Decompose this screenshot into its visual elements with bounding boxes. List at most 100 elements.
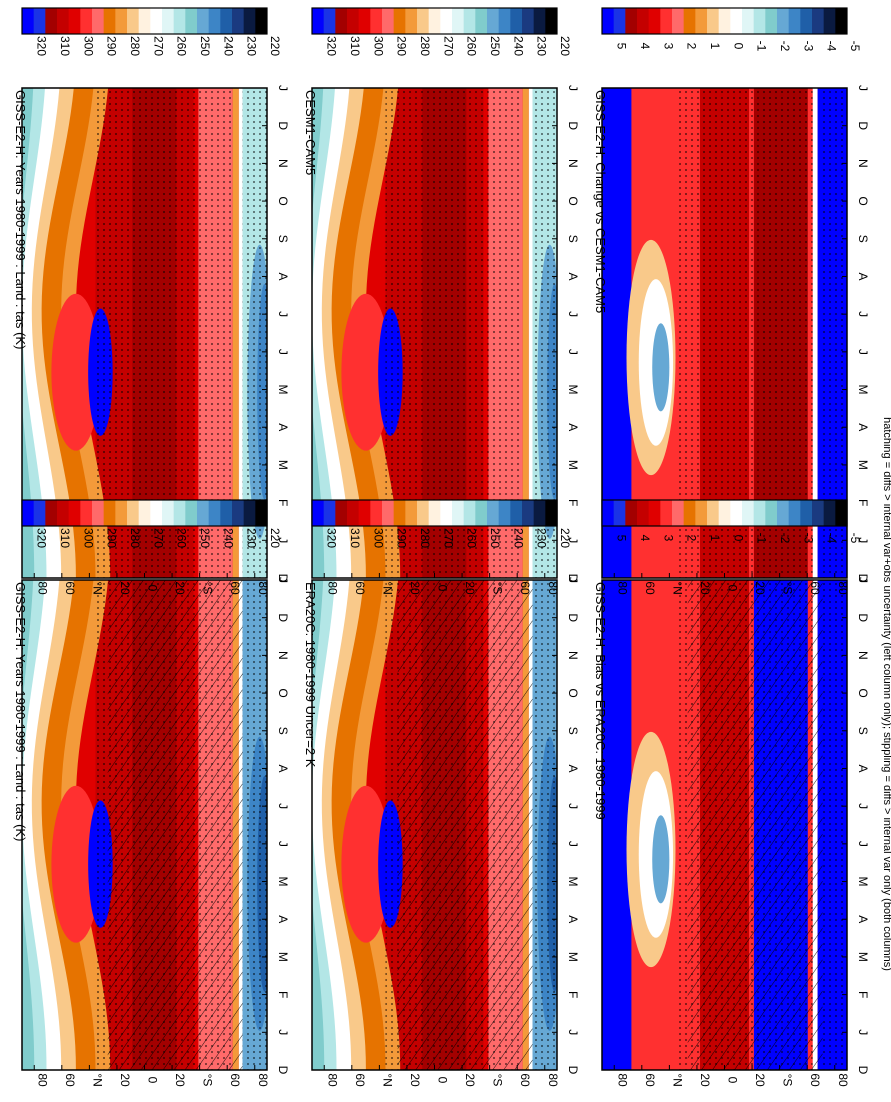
colorbar-label: 300 xyxy=(81,528,95,548)
month-tick-label: S xyxy=(856,235,870,243)
colorbar-label: 240 xyxy=(511,528,525,548)
lat-tick-label: 60 xyxy=(808,1073,822,1087)
month-tick-label: S xyxy=(276,235,290,243)
lat-tick-label: 20 xyxy=(698,1073,712,1087)
colorbar-frame xyxy=(311,7,558,35)
colorbar-swatch xyxy=(347,8,360,34)
lat-tick-label: 60 xyxy=(643,1073,657,1087)
colorbar-swatch xyxy=(707,500,720,526)
lat-tick-label: 60 xyxy=(643,581,657,595)
colorbars-layer: 320 310 300 290 280 270 260 250 240 230 220 320 310 3… xyxy=(21,7,862,548)
stippling-overlay-south xyxy=(822,88,847,578)
colorbar-swatch xyxy=(162,8,175,34)
colorbar-swatch xyxy=(545,500,558,526)
month-tick-label: J xyxy=(566,85,580,91)
colorbar-label: 220 xyxy=(268,36,282,56)
lat-tick-label: 20 xyxy=(173,581,187,595)
colorbar-label: 250 xyxy=(198,36,212,56)
month-tick-label: J xyxy=(856,85,870,91)
month-tick-label: F xyxy=(276,499,290,506)
month-tick-label: S xyxy=(856,727,870,735)
month-tick-label: A xyxy=(276,764,290,772)
colorbar-swatch xyxy=(613,8,626,34)
month-tick-label: S xyxy=(276,727,290,735)
month-tick-label: J xyxy=(276,311,290,317)
month-tick-label: M xyxy=(276,952,290,962)
lat-tick-label: °S xyxy=(781,582,795,595)
month-tick-label: O xyxy=(276,196,290,205)
colorbar-swatch xyxy=(382,8,395,34)
colorbar-label: 260 xyxy=(175,528,189,548)
lat-tick-label: °N xyxy=(380,1073,394,1086)
stippling-overlay-south xyxy=(822,580,847,1070)
month-tick-label: M xyxy=(566,877,580,887)
lat-tick-label: °N xyxy=(90,581,104,594)
heatmap-panel-6: 80 60 °N 20 0 20 °S 60 80DJFMAMJJASONDJGISS-E2-H… xyxy=(593,85,870,595)
field-south-edge xyxy=(522,88,529,578)
colorbar-swatch xyxy=(243,8,256,34)
lat-tick-label: 60 xyxy=(518,581,532,595)
colorbar-label: 280 xyxy=(418,36,432,56)
colorbar-label: 320 xyxy=(325,36,339,56)
colorbar-label: -2 xyxy=(778,41,792,52)
colorbar-swatch xyxy=(382,500,395,526)
colorbar-label: 270 xyxy=(441,528,455,548)
month-tick-label: J xyxy=(566,577,580,583)
month-tick-label: J xyxy=(856,537,870,543)
lat-tick-label: 0 xyxy=(726,1077,740,1084)
colorbar-swatch xyxy=(695,500,708,526)
panel-title: GISS-E2-H: Years 1980-1999 : Land : tas … xyxy=(13,90,28,349)
hatching-overlay xyxy=(687,580,823,1070)
colorbar-swatch xyxy=(347,500,360,526)
field-gap xyxy=(528,88,533,578)
field-gap xyxy=(812,88,818,578)
colorbar-label: 230 xyxy=(245,36,259,56)
colorbar-swatch xyxy=(220,500,233,526)
month-tick-label: O xyxy=(856,688,870,697)
month-tick-label: M xyxy=(856,952,870,962)
colorbar-label: 2 xyxy=(685,43,699,50)
colorbar-swatch xyxy=(185,8,198,34)
lat-tick-label: 60 xyxy=(63,1073,77,1087)
lat-tick-label: 20 xyxy=(118,581,132,595)
month-tick-label: S xyxy=(566,235,580,243)
lat-tick-label: °N xyxy=(380,581,394,594)
colorbar-swatch xyxy=(777,8,790,34)
field-north-band-6 xyxy=(22,580,35,1070)
month-tick-label: F xyxy=(856,991,870,998)
stippling-overlay-south xyxy=(532,580,557,1070)
colorbar-frame xyxy=(311,499,558,527)
colorbar-swatch xyxy=(522,500,535,526)
colorbar-swatch xyxy=(405,500,418,526)
month-tick-label: J xyxy=(276,85,290,91)
heatmap-field xyxy=(22,88,267,578)
colorbar-swatch xyxy=(660,500,673,526)
lat-tick-label: 0 xyxy=(146,1077,160,1084)
month-tick-label: J xyxy=(566,537,580,543)
lat-tick-label: °S xyxy=(491,1074,505,1087)
panels-layer: 80 60 °N 20 0 20 °S 60 80DJFMAMJJASONDJGISS-E2-H… xyxy=(13,85,870,1087)
month-tick-label: D xyxy=(566,613,580,622)
colorbar-swatch xyxy=(150,500,163,526)
colorbar-6: 5 4 3 2 1 0 -1 -2 -3 -4 -5 xyxy=(601,499,862,544)
colorbar-label: 280 xyxy=(128,36,142,56)
colorbar-frame xyxy=(21,7,268,35)
colorbar-3: 5 4 3 2 1 0 -1 -2 -3 -4 -5 xyxy=(601,7,862,52)
hatching-overlay xyxy=(397,580,533,1070)
colorbar-swatch xyxy=(393,500,406,526)
colorbar-swatch xyxy=(487,8,500,34)
month-tick-label: J xyxy=(276,349,290,355)
colorbar-swatch xyxy=(683,8,696,34)
month-tick-label: N xyxy=(566,651,580,660)
colorbar-swatch xyxy=(22,8,35,34)
colorbar-swatch xyxy=(103,500,116,526)
stippling-overlay-south xyxy=(242,580,267,1070)
colorbar-swatch xyxy=(510,500,523,526)
stippling-overlay xyxy=(385,88,523,578)
month-tick-label: J xyxy=(566,349,580,355)
colorbar-swatch xyxy=(672,8,685,34)
colorbar-swatch xyxy=(22,500,35,526)
month-tick-label: M xyxy=(566,460,580,470)
